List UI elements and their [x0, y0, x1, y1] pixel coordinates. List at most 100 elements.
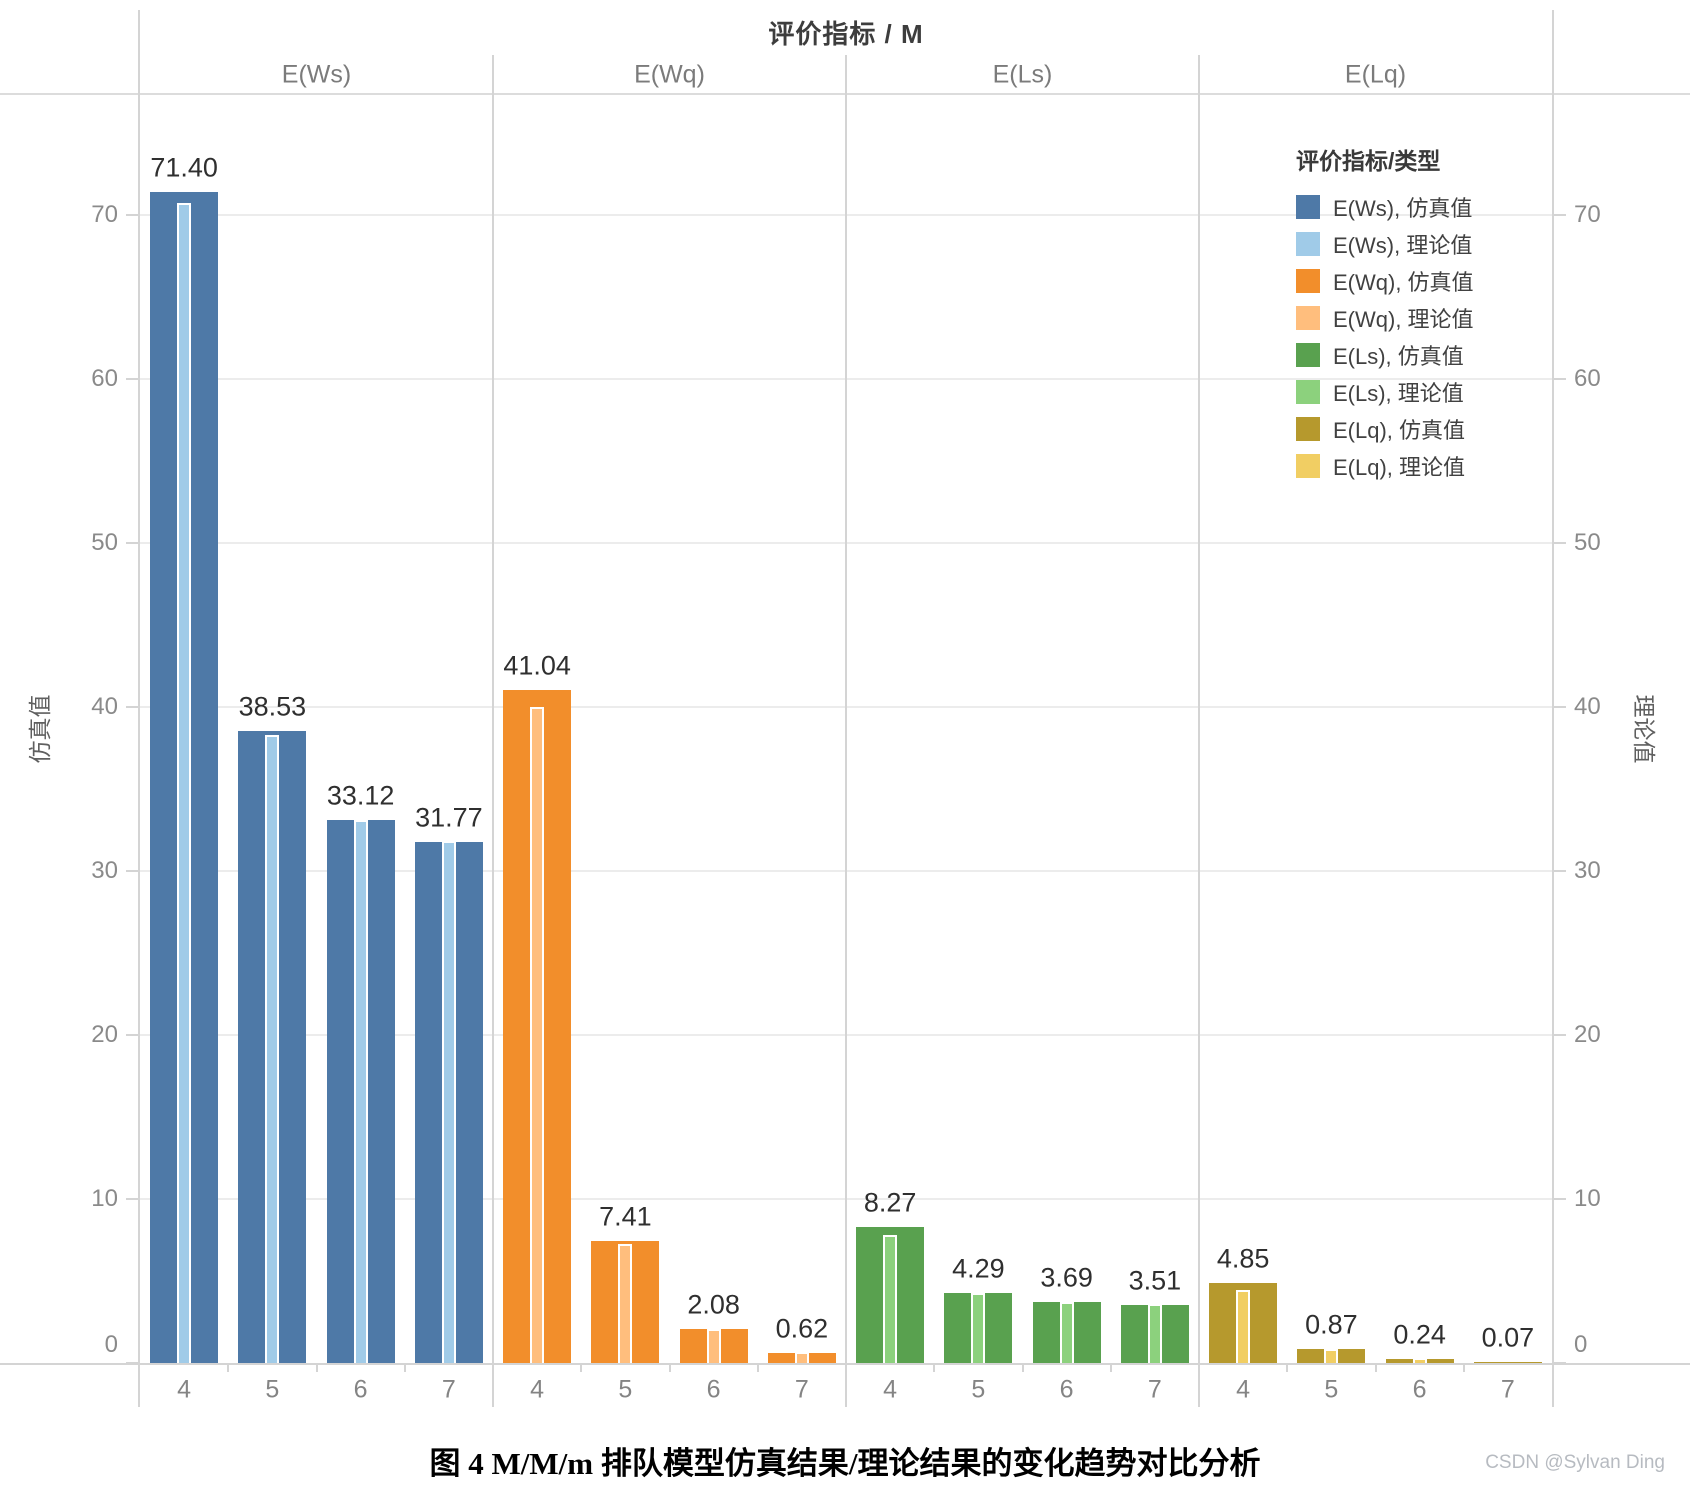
legend-swatch-icon: [1296, 416, 1320, 441]
x-axis-tick: [1109, 1363, 1112, 1372]
x-tick-label: 5: [265, 1375, 280, 1404]
legend-item-label: E(Ls), 仿真值: [1333, 343, 1464, 369]
bar-E(Lq)-4-theory[interactable]: [1236, 1289, 1251, 1363]
panel-divider: [845, 55, 847, 1407]
x-tick-label: 5: [1324, 1375, 1339, 1404]
y-tick-label-left: 20: [91, 1021, 118, 1048]
x-tick-label: 6: [1059, 1375, 1074, 1404]
y-axis-tick-left: [126, 706, 140, 708]
y-axis-tick-right: [1552, 1198, 1566, 1200]
bar-E(Lq)-5-theory[interactable]: [1324, 1348, 1339, 1363]
x-axis-tick: [668, 1363, 671, 1372]
legend-swatch-icon: [1296, 453, 1320, 478]
y-axis-tick-right: [1552, 542, 1566, 544]
bar-E(Wq)-6-theory[interactable]: [706, 1329, 721, 1363]
y-axis-tick-right: [1552, 214, 1566, 216]
y-tick-label-right: 60: [1574, 365, 1601, 392]
bar-value-label: 4.85: [1216, 1243, 1270, 1274]
bar-E(Wq)-4-theory[interactable]: [530, 706, 545, 1363]
y-tick-label-left: 70: [91, 201, 118, 228]
legend-item-label: E(Ws), 仿真值: [1333, 195, 1473, 221]
legend-item[interactable]: E(Ws), 仿真值: [1296, 188, 1526, 225]
x-axis-tick: [1021, 1363, 1024, 1372]
bar-E(Lq)-6-theory[interactable]: [1412, 1357, 1427, 1363]
panel-header-E(Lq): E(Lq): [1344, 60, 1407, 89]
bar-E(Ws)-6-theory[interactable]: [353, 819, 368, 1363]
y-axis-tick-left: [126, 542, 140, 544]
bar-value-label: 31.77: [415, 802, 483, 833]
left-axis-line: [138, 10, 140, 1407]
bar-E(Ws)-5-theory[interactable]: [265, 734, 280, 1363]
y-tick-label-right: 30: [1574, 857, 1601, 884]
x-tick-label: 4: [1236, 1375, 1251, 1404]
legend-item[interactable]: E(Ls), 仿真值: [1296, 336, 1526, 373]
bar-E(Ls)-5-theory[interactable]: [971, 1292, 986, 1363]
legend-item[interactable]: E(Lq), 仿真值: [1296, 410, 1526, 447]
y-tick-label-left: 30: [91, 857, 118, 884]
x-tick-label: 5: [971, 1375, 986, 1404]
legend-item[interactable]: E(Lq), 理论值: [1296, 447, 1526, 484]
legend: 评价指标/类型 E(Ws), 仿真值 E(Ws), 理论值 E(Wq), 仿真值 E(…: [1296, 142, 1526, 484]
bar-E(Ls)-7-theory[interactable]: [1147, 1304, 1162, 1363]
x-tick-label: 7: [1500, 1375, 1515, 1404]
x-tick-label: 4: [883, 1375, 898, 1404]
bar-E(Lq)-7-sim[interactable]: [1473, 1361, 1542, 1364]
legend-swatch-icon: [1296, 379, 1320, 404]
y-axis-tick-right: [1552, 378, 1566, 380]
x-tick-label: 7: [1147, 1375, 1162, 1404]
y-axis-tick-right: [1552, 706, 1566, 708]
x-axis-tick: [1286, 1363, 1289, 1372]
bar-E(Ws)-4-theory[interactable]: [177, 203, 192, 1363]
legend-swatch-icon: [1296, 305, 1320, 330]
bar-value-label: 71.40: [150, 152, 218, 183]
legend-item-label: E(Lq), 理论值: [1333, 454, 1466, 480]
x-axis-tick: [933, 1363, 936, 1372]
x-axis-tick: [1374, 1363, 1377, 1372]
bar-value-label: 3.51: [1128, 1265, 1182, 1296]
y-axis-tick-right: [1552, 870, 1566, 872]
panel-divider: [492, 55, 494, 1407]
y-axis-tick-left: [126, 1034, 140, 1036]
figure-caption: 图 4 M/M/m 排队模型仿真结果/理论结果的变化趋势对比分析: [429, 1446, 1261, 1481]
bar-E(Ws)-7-theory[interactable]: [441, 841, 456, 1363]
legend-item-label: E(Lq), 仿真值: [1333, 417, 1466, 443]
legend-item[interactable]: E(Wq), 仿真值: [1296, 262, 1526, 299]
bar-E(Wq)-7-theory[interactable]: [794, 1351, 809, 1363]
bar-value-label: 4.29: [952, 1253, 1005, 1284]
panel-header-E(Ls): E(Ls): [992, 60, 1053, 89]
x-tick-label: 6: [706, 1375, 721, 1404]
x-tick-label: 7: [441, 1375, 456, 1404]
legend-title: 评价指标/类型: [1296, 148, 1441, 174]
panel-header-E(Wq): E(Wq): [634, 60, 705, 89]
bar-value-label: 0.62: [775, 1313, 829, 1344]
bar-value-label: 3.69: [1040, 1262, 1093, 1293]
right-axis-line: [1552, 10, 1554, 1407]
bar-value-label: 0.07: [1481, 1322, 1535, 1353]
x-axis-tick: [315, 1363, 318, 1372]
bar-value-label: 41.04: [503, 650, 571, 681]
legend-item[interactable]: E(Ws), 理论值: [1296, 225, 1526, 262]
legend-item-label: E(Ls), 理论值: [1333, 380, 1464, 406]
y-axis-tick-left: [126, 870, 140, 872]
y-axis-tick-left: [126, 214, 140, 216]
bar-E(Ls)-4-theory[interactable]: [883, 1234, 898, 1363]
legend-item[interactable]: E(Wq), 理论值: [1296, 299, 1526, 336]
bar-E(Wq)-5-theory[interactable]: [618, 1243, 633, 1363]
watermark: CSDN @Sylvan Ding: [1485, 1452, 1665, 1473]
legend-item[interactable]: E(Ls), 理论值: [1296, 373, 1526, 410]
y-tick-label-left: 60: [91, 365, 118, 392]
x-tick-label: 6: [353, 1375, 368, 1404]
x-tick-label: 7: [794, 1375, 809, 1404]
x-tick-label: 5: [618, 1375, 633, 1404]
bar-E(Ls)-6-theory[interactable]: [1059, 1301, 1074, 1363]
y-tick-label-left: 40: [91, 693, 118, 720]
panel-header-E(Ws): E(Ws): [281, 60, 352, 89]
y-tick-label-left: 50: [91, 529, 118, 556]
legend-swatch-icon: [1296, 268, 1320, 293]
x-tick-label: 4: [530, 1375, 545, 1404]
bar-value-label: 0.24: [1393, 1319, 1446, 1350]
y-tick-label-right: 50: [1574, 529, 1601, 556]
y-tick-label-right: 10: [1574, 1185, 1601, 1212]
